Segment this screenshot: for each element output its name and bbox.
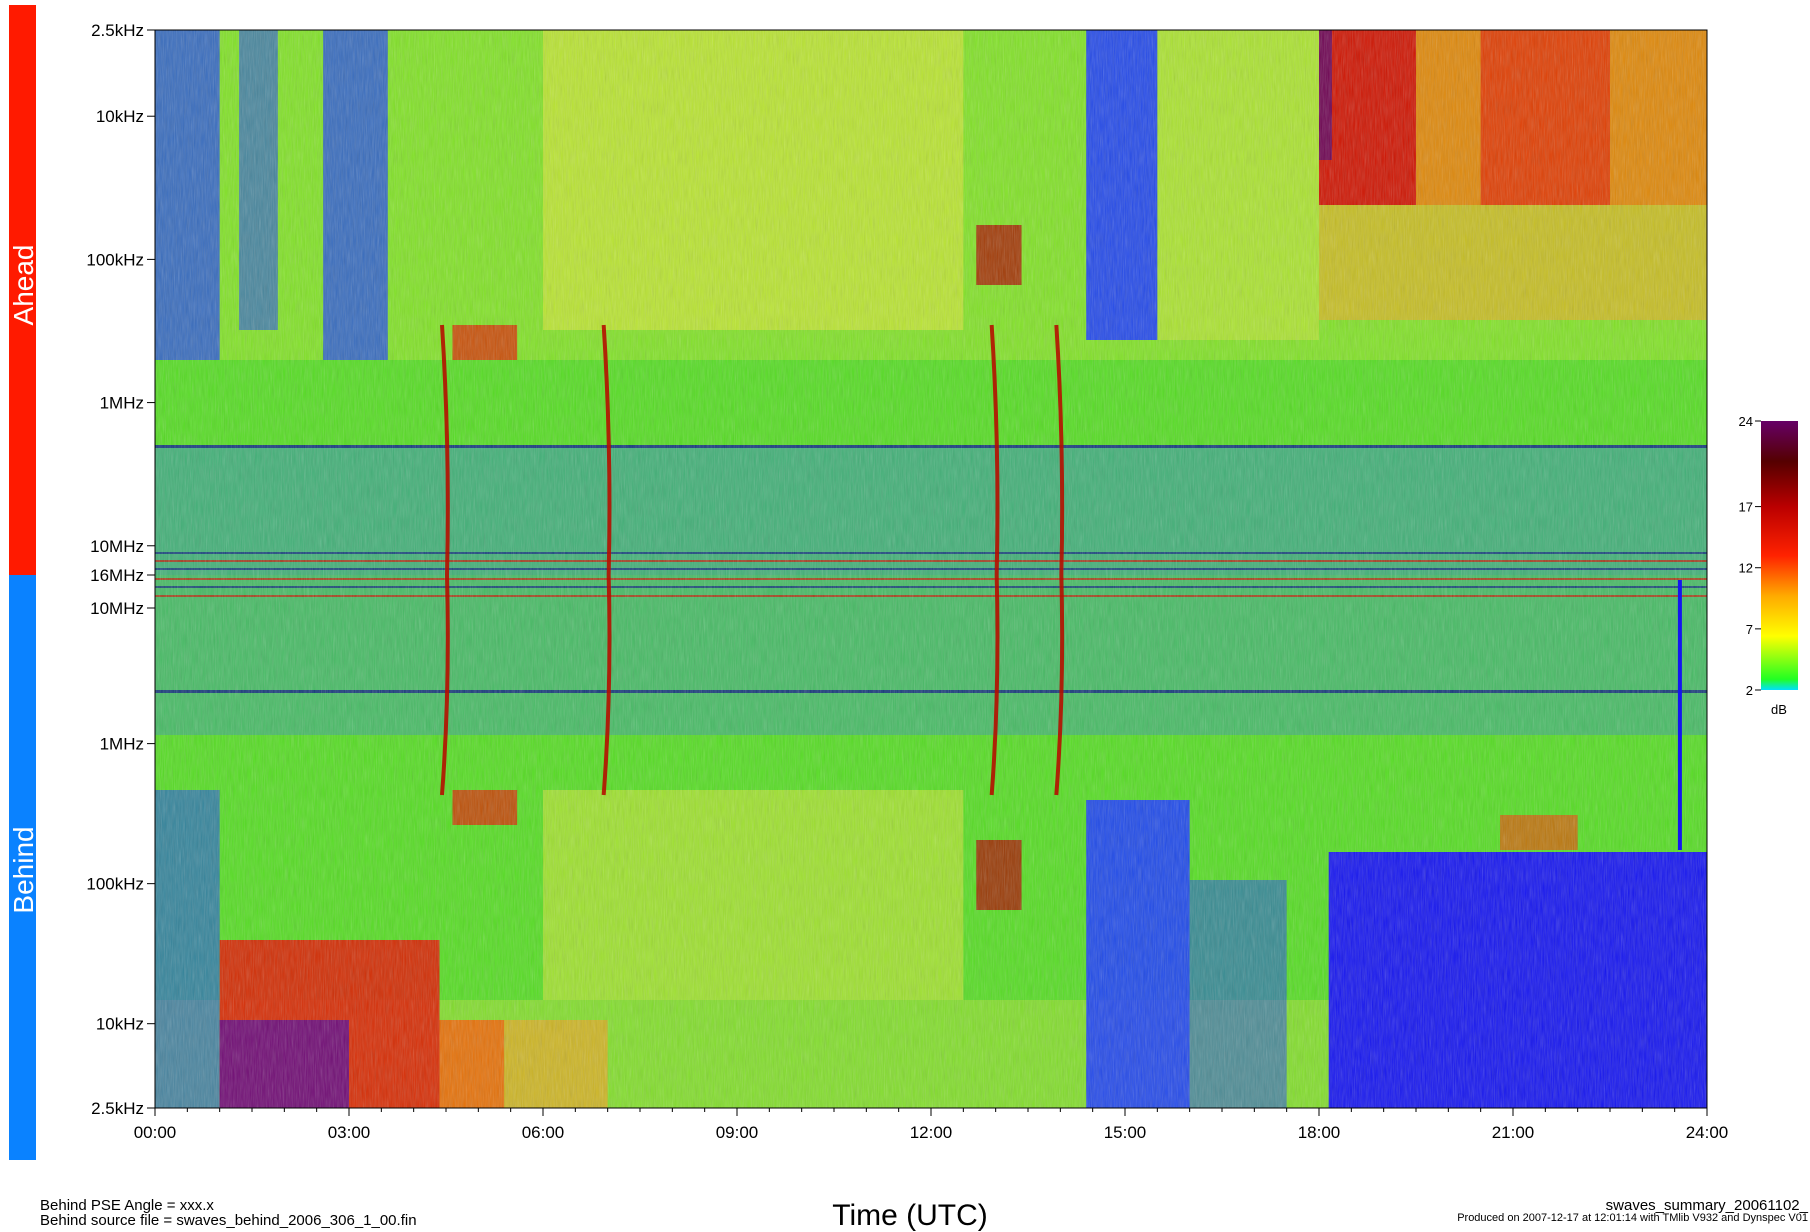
y-tick-label: 1MHz	[100, 735, 144, 754]
x-tick-label: 06:00	[522, 1123, 565, 1142]
type-iii-burst-ahead	[601, 324, 612, 576]
colorbar-tick-label: 12	[1739, 561, 1753, 576]
summary-filename: swaves_summary_20061102_	[1605, 1197, 1808, 1214]
x-axis: 00:00 03:00 06:00 09:00 12:00 15:00 18:00 21:00…	[134, 1108, 1729, 1142]
type-iii-burst-behind	[989, 574, 1000, 796]
x-tick-label: 21:00	[1492, 1123, 1535, 1142]
ahead-band-bar	[9, 5, 36, 575]
ahead-band-label: Ahead	[8, 245, 39, 326]
x-tick-label: 18:00	[1298, 1123, 1341, 1142]
spectrogram-plot-area	[154, 29, 1708, 1109]
y-tick-label: 10kHz	[96, 107, 144, 126]
x-tick-label: 15:00	[1104, 1123, 1147, 1142]
behind-band-label: Behind	[8, 826, 39, 913]
behind-band-bar	[9, 575, 36, 1160]
x-tick-label: 24:00	[1686, 1123, 1729, 1142]
footer-right: swaves_summary_20061102_ Produced on 200…	[1457, 1198, 1808, 1224]
pse-angle-text: Behind PSE Angle = xxx.x	[40, 1197, 214, 1214]
type-iii-burst-ahead	[989, 324, 1000, 576]
y-tick-label: 2.5kHz	[91, 21, 144, 40]
y-tick-label: 10MHz	[90, 599, 144, 618]
colorbar: 2 7 12 17 24 dB	[1739, 414, 1798, 717]
colorbar-tick-label: 2	[1746, 683, 1753, 698]
type-iii-burst-ahead	[440, 324, 450, 576]
x-tick-label: 03:00	[328, 1123, 371, 1142]
y-axis: 2.5kHz 10kHz 100kHz 1MHz 10MHz 16MHz 10MHz 1MHz…	[86, 21, 155, 1118]
type-iii-burst-behind	[1054, 574, 1065, 796]
footer-left: Behind PSE Angle = xxx.x Behind source f…	[40, 1198, 417, 1228]
y-tick-label: 10MHz	[90, 537, 144, 556]
y-tick-label: 100kHz	[86, 250, 144, 269]
source-file-text: Behind source file = swaves_behind_2006_…	[40, 1212, 417, 1229]
colorbar-tick-label: 24	[1739, 414, 1753, 429]
y-tick-label: 2.5kHz	[91, 1099, 144, 1118]
colorbar-unit-label: dB	[1771, 702, 1787, 717]
y-tick-label: 100kHz	[86, 875, 144, 894]
y-tick-label: 1MHz	[100, 394, 144, 413]
x-axis-title: Time (UTC)	[832, 1199, 988, 1232]
colorbar-tick-label: 17	[1739, 500, 1753, 515]
x-tick-label: 09:00	[716, 1123, 759, 1142]
type-iii-burst-ahead	[1054, 324, 1065, 576]
x-tick-label: 12:00	[910, 1123, 953, 1142]
y-tick-label: 10kHz	[96, 1015, 144, 1034]
vertical-spike	[1677, 580, 1682, 850]
x-tick-label: 00:00	[134, 1123, 177, 1142]
type-iii-burst-behind	[601, 574, 612, 796]
produced-on-text: Produced on 2007-12-17 at 12:01:14 with …	[1457, 1212, 1808, 1224]
type-iii-burst-behind	[440, 574, 450, 796]
colorbar-tick-label: 7	[1746, 622, 1753, 637]
y-tick-label: 16MHz	[90, 566, 144, 585]
